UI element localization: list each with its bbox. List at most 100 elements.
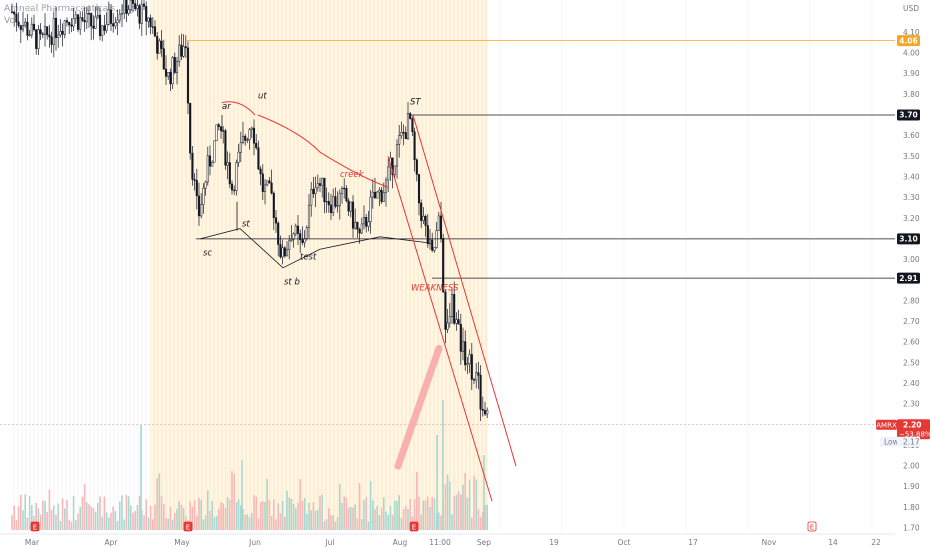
volume-bar: [37, 508, 40, 530]
candle-body: [228, 162, 231, 185]
volume-bar: [303, 497, 306, 530]
candle-body: [431, 239, 434, 251]
volume-bar: [363, 499, 365, 530]
candle-body: [248, 129, 251, 140]
volume-bar: [213, 516, 216, 530]
volume-bar: [178, 501, 180, 530]
volume-bar: [444, 484, 447, 530]
candle-body: [450, 294, 454, 318]
candle-body: [114, 22, 117, 27]
volume-bar: [424, 500, 427, 530]
volume-bar: [391, 515, 394, 530]
volume-bar: [484, 505, 486, 530]
volume-bar: [378, 515, 381, 530]
earnings-marker-label: E: [810, 524, 814, 532]
volume-bar: [446, 474, 449, 530]
volume-bar: [64, 508, 66, 530]
volume-bar: [94, 511, 97, 530]
volume-bar: [204, 515, 207, 530]
candle-body: [312, 188, 315, 194]
volume-bar: [339, 483, 341, 530]
candle-body: [332, 196, 335, 213]
candle-body: [35, 29, 38, 49]
candle-body: [461, 341, 465, 352]
volume-bar: [152, 519, 154, 530]
candle-body: [404, 132, 407, 140]
chart-legend: Amneal Pharmaceuticals, Inc. Vol: [4, 3, 137, 27]
candle-body: [367, 221, 370, 227]
candle-body: [120, 12, 124, 15]
candle-body: [325, 201, 328, 203]
level-badge-label: 4.06: [899, 36, 918, 45]
candle-body: [59, 30, 62, 36]
candle-body: [175, 61, 179, 73]
volume-bar: [136, 504, 139, 530]
candle-body: [217, 124, 220, 127]
candle-body: [127, 9, 130, 14]
candle-body: [222, 130, 225, 132]
volume-bar: [110, 512, 112, 530]
candle-body: [186, 47, 190, 104]
volume-bar: [59, 520, 62, 530]
volume-bar: [336, 517, 339, 530]
volume-bar: [350, 506, 352, 530]
candle-body: [48, 34, 51, 38]
last-price-value: 2.20: [903, 420, 922, 429]
price-tick: 2.30: [903, 400, 920, 409]
volume-bar: [13, 505, 15, 530]
candle-body: [299, 233, 302, 241]
level-badge-label: 3.70: [899, 111, 918, 120]
earnings-marker-label: E: [186, 524, 190, 532]
candle-body: [428, 239, 432, 245]
candle-body: [103, 25, 106, 31]
candle-body: [85, 13, 88, 23]
legend-volume[interactable]: Vol: [4, 16, 18, 26]
candle-body: [63, 20, 66, 35]
candle-body: [206, 155, 209, 183]
candle-body: [83, 20, 86, 23]
volume-bar: [257, 518, 260, 530]
legend-symbol[interactable]: Amneal Pharmaceuticals, Inc.: [4, 4, 138, 14]
volume-bar: [202, 519, 205, 530]
volume-bar: [253, 495, 255, 530]
candle-body: [239, 142, 242, 153]
volume-bar: [174, 512, 176, 530]
volume-bar: [31, 505, 33, 530]
candle-body: [483, 410, 487, 415]
candle-body: [160, 40, 163, 49]
price-tick: 1.70: [903, 524, 920, 533]
candle-body: [415, 159, 418, 175]
candle-body: [246, 139, 249, 141]
low-badge: [880, 436, 897, 447]
candle-body: [65, 20, 69, 23]
candle-body: [96, 14, 99, 18]
time-tick: 11:00: [429, 538, 451, 547]
volume-bar: [409, 499, 411, 530]
candle-body: [142, 3, 146, 7]
candle-body: [255, 142, 258, 148]
candle-body: [457, 319, 460, 325]
candle-body: [433, 247, 436, 251]
candle-body: [477, 372, 480, 376]
volume-bar: [361, 519, 363, 530]
volume-bar: [422, 500, 425, 530]
candle-body: [281, 247, 284, 258]
volume-bar: [241, 460, 243, 530]
volume-bar: [88, 504, 90, 530]
volume-bar: [374, 509, 376, 530]
price-tick: 4.00: [903, 49, 920, 58]
candle-body: [263, 184, 267, 192]
candle-body: [250, 127, 253, 130]
volume-bar: [486, 504, 488, 530]
candle-body: [296, 225, 300, 234]
highlight-region: [150, 0, 488, 530]
volume-bar: [341, 503, 343, 530]
volume-bar: [160, 496, 163, 530]
time-tick: Sep: [477, 538, 491, 547]
price-tick: 3.90: [903, 69, 920, 78]
candle-body: [81, 17, 84, 21]
volume-bar: [86, 502, 88, 530]
volume-bar: [244, 514, 246, 530]
candle-body: [92, 25, 95, 29]
